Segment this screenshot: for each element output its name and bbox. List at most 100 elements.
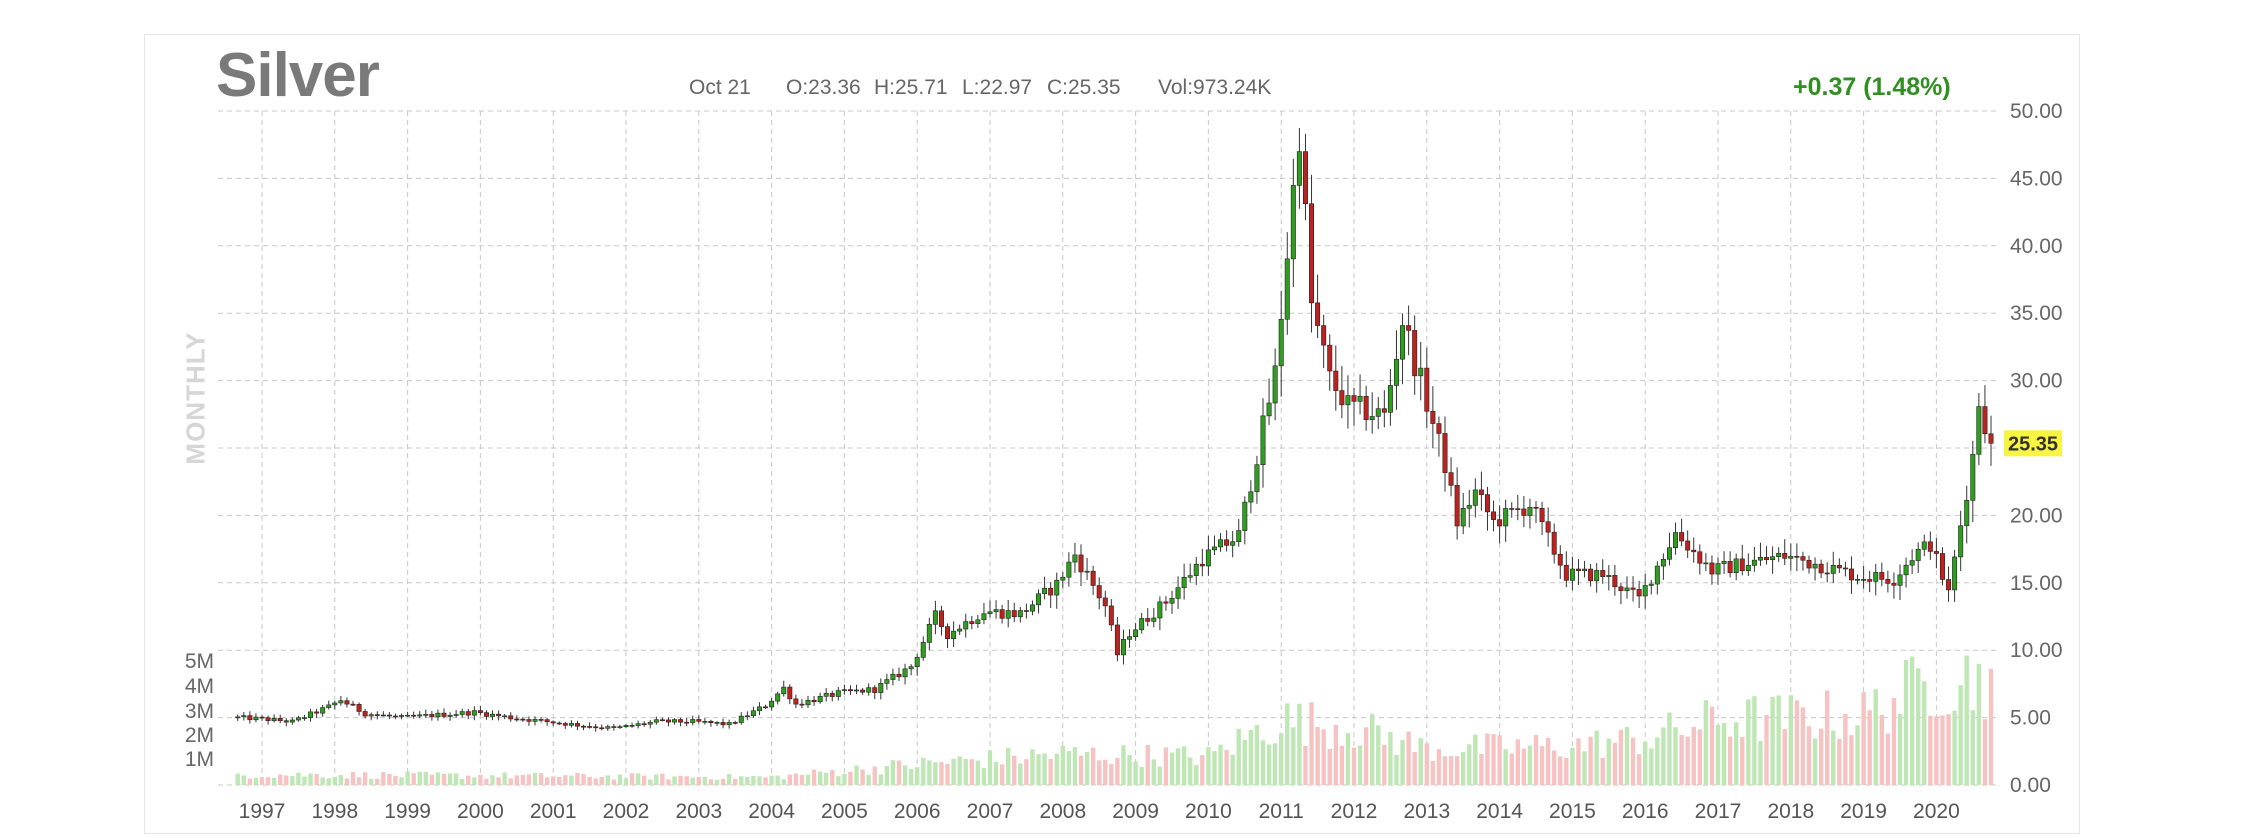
- volume-bar: [435, 772, 441, 785]
- candle-body: [526, 719, 532, 722]
- volume-bar: [1242, 739, 1247, 785]
- candle-body: [1363, 395, 1369, 420]
- volume-bar: [1691, 726, 1696, 785]
- volume-bar: [381, 772, 386, 785]
- candle-body: [1612, 575, 1618, 588]
- volume-bar: [1855, 725, 1860, 785]
- candle-body: [860, 689, 866, 693]
- candle-body: [1205, 549, 1211, 567]
- candle-body: [1145, 618, 1151, 622]
- candle-body: [1466, 505, 1472, 509]
- candle-body: [696, 719, 702, 722]
- candle-body: [1133, 629, 1139, 637]
- candle-body: [690, 719, 696, 723]
- candle-body: [1515, 508, 1521, 510]
- volume-bar: [1430, 760, 1436, 785]
- candle-body: [356, 704, 362, 712]
- volume-bar: [939, 762, 944, 785]
- volume-bar: [466, 775, 471, 785]
- candle-body: [763, 706, 769, 709]
- candle-body: [1497, 519, 1503, 527]
- candle-body: [1023, 610, 1029, 612]
- volume-bar: [1849, 735, 1854, 785]
- volume-bar: [490, 775, 495, 785]
- volume-bar: [629, 773, 635, 785]
- volume-bar: [1527, 745, 1533, 785]
- x-tick-label: 2008: [1039, 800, 1086, 823]
- x-tick-label: 2003: [675, 800, 722, 823]
- volume-bar: [290, 776, 295, 785]
- candle-body: [1782, 553, 1788, 559]
- volume-bar: [1709, 706, 1715, 785]
- volume-bar: [611, 779, 617, 785]
- volume-bar: [472, 777, 477, 785]
- volume-bar: [1673, 727, 1678, 785]
- ohlc-volume: Vol:973.24K: [1158, 76, 1272, 99]
- y-tick-label: 50.00: [2010, 100, 2063, 123]
- volume-bar: [1406, 731, 1411, 785]
- candle-body: [1036, 593, 1042, 606]
- volume-bar: [702, 776, 708, 785]
- volume-bar: [338, 774, 344, 785]
- volume-bar: [375, 778, 380, 785]
- candle-body: [908, 666, 914, 670]
- volume-bar: [1036, 754, 1041, 785]
- candle-body: [1648, 583, 1654, 586]
- volume-bar: [1272, 743, 1278, 785]
- candle-body: [308, 711, 314, 718]
- volume-bar: [1315, 726, 1320, 785]
- candle-body: [1873, 572, 1879, 582]
- candle-body: [1436, 423, 1442, 434]
- volume-bar: [1297, 703, 1302, 785]
- candle-body: [1078, 554, 1084, 573]
- candle-body: [744, 715, 750, 718]
- candle-body: [1521, 508, 1527, 516]
- volume-bar: [235, 773, 240, 785]
- candle-body: [1861, 579, 1867, 581]
- candle-body: [872, 687, 878, 693]
- candle-body: [1764, 557, 1770, 561]
- volume-bar: [1958, 685, 1963, 785]
- chart-title: Silver: [216, 41, 380, 110]
- candle-body: [1309, 203, 1315, 304]
- x-tick-label: 2020: [1913, 800, 1960, 823]
- volume-bar: [969, 759, 974, 785]
- candle-body: [1691, 549, 1697, 553]
- candle-body: [1739, 558, 1745, 572]
- volume-bar: [1606, 738, 1611, 785]
- volume-bar: [963, 758, 968, 785]
- candle-body: [1266, 402, 1272, 417]
- candle-body: [890, 673, 896, 680]
- y-tick-label: 20.00: [2010, 504, 2063, 527]
- y-tick-label: 0.00: [2010, 774, 2051, 797]
- candle-body: [1315, 302, 1321, 326]
- volume-bar: [1078, 755, 1084, 785]
- candle-body: [702, 721, 708, 723]
- candle-body: [902, 668, 908, 678]
- candle-body: [1284, 258, 1290, 320]
- volume-bar: [1133, 761, 1138, 785]
- candle-body: [720, 722, 726, 726]
- volume-bar: [975, 760, 981, 785]
- candle-body: [945, 626, 951, 640]
- volume-bar: [520, 775, 526, 785]
- candle-body: [1430, 410, 1436, 424]
- y-tick-label: 30.00: [2010, 370, 2063, 393]
- candle-body: [1958, 525, 1964, 558]
- volume-bar: [878, 774, 883, 785]
- candle-body: [920, 642, 926, 658]
- volume-bar: [654, 774, 659, 785]
- candle-body: [1964, 500, 1970, 527]
- candle-body: [1193, 563, 1199, 576]
- x-tick-label: 2006: [894, 800, 941, 823]
- volume-bar: [1503, 749, 1508, 785]
- volume-bar: [508, 778, 513, 785]
- candle-body: [1424, 367, 1430, 412]
- volume-bar: [1885, 733, 1891, 785]
- candle-body: [1472, 489, 1478, 506]
- candle-body: [1812, 563, 1818, 569]
- volume-bar: [896, 760, 902, 785]
- candle-body: [1017, 610, 1023, 618]
- volume-bar: [1740, 736, 1745, 785]
